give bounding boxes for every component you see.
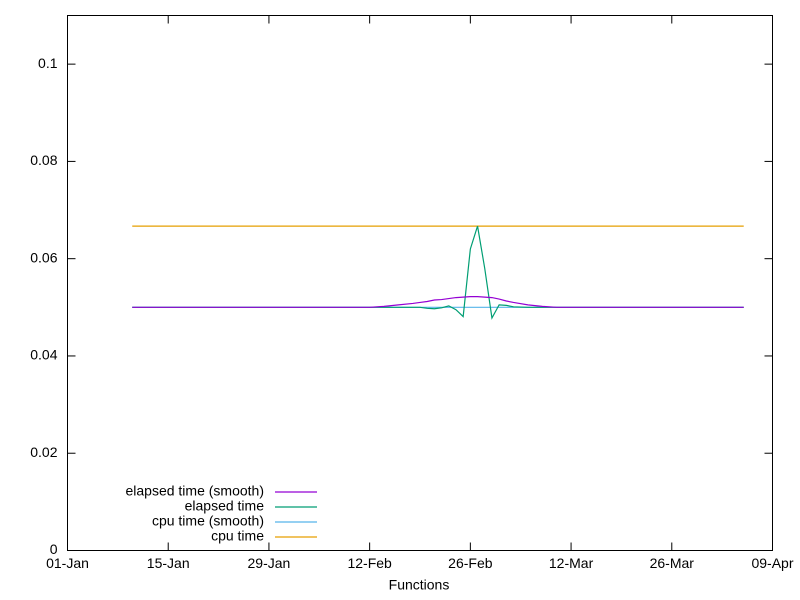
x-tick-label: 29-Jan	[248, 555, 291, 571]
y-tick-label: 0.06	[30, 249, 57, 265]
y-tick-label: 0	[50, 541, 58, 557]
x-axis-label: Functions	[389, 577, 450, 593]
legend-label: elapsed time (smooth)	[125, 483, 264, 499]
series-line	[132, 225, 744, 320]
x-tick-label: 15-Jan	[147, 555, 190, 571]
legend-label: cpu time (smooth)	[152, 513, 264, 529]
x-tick-label: 12-Feb	[347, 555, 392, 571]
plot-frame	[67, 15, 773, 551]
legend-label: elapsed time	[185, 498, 265, 514]
y-tick-label: 0.02	[30, 444, 57, 460]
y-tick-label: 0.08	[30, 152, 57, 168]
x-tick-label: 01-Jan	[46, 555, 89, 571]
series-line	[132, 296, 744, 308]
y-tick-label: 0.1	[38, 55, 58, 71]
x-tick-label: 26-Mar	[650, 555, 695, 571]
y-tick-label: 0.04	[30, 347, 57, 363]
x-tick-label: 26-Feb	[448, 555, 493, 571]
x-tick-label: 09-Apr	[751, 555, 793, 571]
x-tick-label: 12-Mar	[549, 555, 594, 571]
legend-label: cpu time	[211, 528, 264, 544]
